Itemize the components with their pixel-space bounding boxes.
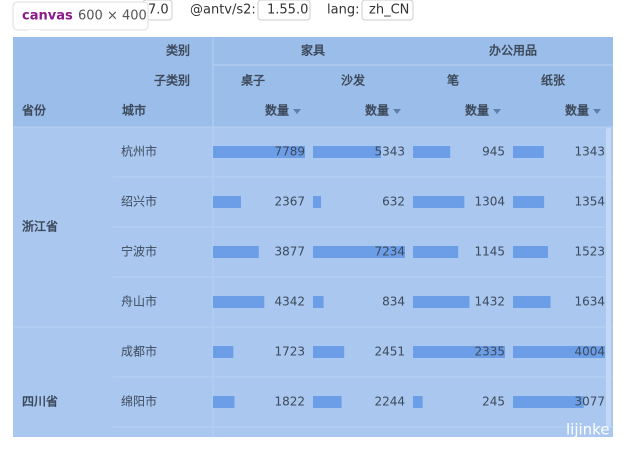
cell-value: 945 — [482, 145, 505, 159]
province: 浙江省 — [22, 219, 58, 234]
data-bar — [213, 346, 234, 358]
col-header: 办公用品 — [489, 43, 537, 58]
data-bar — [213, 246, 259, 258]
city: 舟山市 — [121, 294, 157, 309]
cell-value: 5343 — [374, 145, 405, 159]
input-box[interactable] — [257, 0, 311, 21]
sort-icon — [493, 109, 501, 114]
cell-value: 2367 — [274, 195, 305, 209]
data-bar — [413, 146, 451, 158]
row-header-title: 城市 — [122, 103, 146, 118]
sub-col-header: 纸张 — [541, 73, 566, 88]
data-bar — [213, 146, 305, 158]
cell-value: 245 — [482, 395, 505, 409]
row-header-title: 省份 — [21, 103, 47, 118]
data-bar — [413, 196, 465, 208]
corner-label: 类别 — [166, 43, 190, 58]
cell-value: 1634 — [574, 295, 605, 309]
data-bar — [313, 196, 322, 208]
cell-value: 1523 — [574, 245, 605, 259]
city: 绵阳市 — [121, 394, 157, 409]
sub-col-header: 桌子 — [240, 73, 265, 88]
measure-header: 数量 — [465, 103, 489, 118]
s2-label: @antv/s2: — [190, 3, 256, 18]
city: 南充市 — [121, 444, 157, 449]
cell-value: 4342 — [274, 295, 305, 309]
version-input[interactable]: 7.0 — [148, 3, 169, 18]
data-bar — [513, 346, 605, 358]
tooltip-size: 600 × 400 — [78, 9, 147, 24]
lang-input[interactable]: zh_CN — [369, 3, 409, 18]
sub-col-header: 笔 — [447, 73, 459, 88]
cell-value: 1343 — [574, 145, 605, 159]
input-box[interactable] — [361, 0, 414, 21]
cell-value: 1145 — [474, 245, 505, 259]
data-bar — [413, 296, 470, 308]
measure-header: 数量 — [265, 103, 289, 118]
data-bar — [313, 246, 405, 258]
data-bar — [513, 296, 551, 308]
data-bar — [513, 196, 545, 208]
cell-value: 4004 — [574, 345, 605, 359]
data-bar — [513, 246, 548, 258]
data-bar — [313, 296, 324, 308]
col-header: 家具 — [301, 43, 325, 58]
watermark: lijinke — [566, 421, 610, 439]
scrollbar[interactable] — [606, 128, 611, 428]
data-bar — [513, 146, 544, 158]
measure-header: 数量 — [365, 103, 389, 118]
cell-value: 1822 — [274, 395, 305, 409]
corner-label: 子类别 — [154, 73, 190, 88]
cell-value: 834 — [382, 295, 405, 309]
cell-value: 1354 — [574, 195, 605, 209]
data-bar — [213, 296, 265, 308]
cell-value: 632 — [382, 195, 405, 209]
cell-value: 1304 — [474, 195, 505, 209]
cell-value: 2451 — [374, 345, 405, 359]
data-bar — [413, 246, 459, 258]
cell-value: 2335 — [474, 345, 505, 359]
cell-value: 3877 — [274, 245, 305, 259]
data-bar — [313, 146, 381, 158]
tooltip-tag: canvas — [22, 9, 73, 24]
city: 绍兴市 — [121, 194, 157, 209]
data-bar — [313, 396, 342, 408]
data-bar — [513, 396, 584, 408]
tooltip-arrow — [28, 30, 40, 36]
province: 四川省 — [22, 394, 58, 409]
cell-value: 3077 — [574, 395, 605, 409]
sort-icon — [593, 109, 601, 114]
data-bar — [313, 346, 345, 358]
body-bg — [13, 127, 613, 437]
city: 成都市 — [121, 344, 157, 359]
data-bar — [413, 346, 505, 358]
city: 杭州市 — [121, 144, 157, 159]
tooltip — [12, 1, 149, 31]
sort-icon — [393, 109, 401, 114]
cell-value: 1723 — [274, 345, 305, 359]
cell-value: 7789 — [274, 145, 305, 159]
data-bar — [413, 396, 423, 408]
lang-label: lang: — [327, 3, 359, 18]
data-bar — [213, 196, 241, 208]
cell-value: 1432 — [474, 295, 505, 309]
measure-header: 数量 — [565, 103, 589, 118]
header-bg — [13, 37, 613, 127]
city: 宁波市 — [121, 244, 157, 259]
data-bar — [213, 396, 235, 408]
sub-col-header: 沙发 — [341, 73, 366, 88]
s2-version-input[interactable]: 1.55.0 — [267, 3, 308, 18]
sort-icon — [293, 109, 301, 114]
cell-value: 2244 — [374, 395, 405, 409]
cell-value: 7234 — [374, 245, 405, 259]
